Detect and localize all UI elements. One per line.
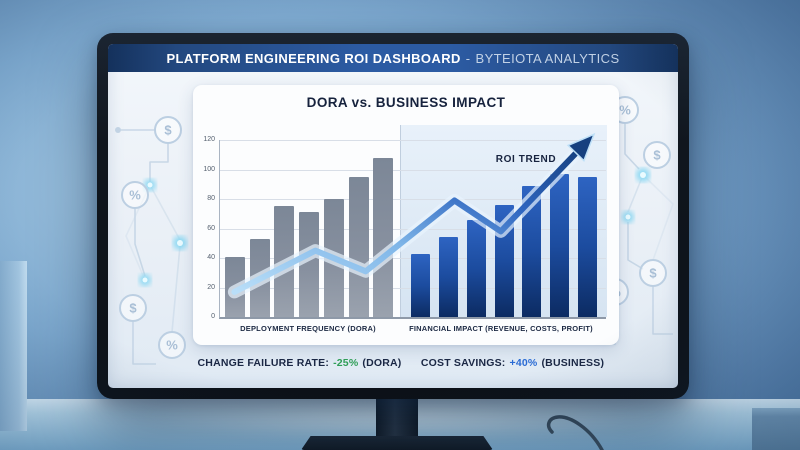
dollar-icon-glyph: $ xyxy=(653,148,661,163)
chart-card: DORA vs. BUSINESS IMPACT 0 20 40 60 80 100 120 xyxy=(193,85,619,345)
y-tick-label: 100 xyxy=(203,165,215,173)
stat-change-failure-rate: CHANGE FAILURE RATE: -25% (DORA) xyxy=(193,357,406,369)
percent-icon-glyph: % xyxy=(129,188,141,203)
connector-dot xyxy=(115,127,121,133)
dollar-icon xyxy=(639,259,667,287)
bar-financial-impact xyxy=(578,176,598,317)
monitor-stand-neck xyxy=(376,396,418,440)
y-tick-label: 20 xyxy=(207,283,215,291)
circuit-decoration-left: $ % $ % xyxy=(115,116,187,365)
background-object-left xyxy=(0,261,27,431)
dollar-icon-glyph: $ xyxy=(649,266,657,281)
bar-financial-impact xyxy=(410,253,430,317)
bar-financial-impact xyxy=(494,204,514,317)
percent-icon xyxy=(158,331,186,359)
bar-financial-impact xyxy=(466,219,486,317)
percent-icon xyxy=(121,181,149,209)
y-tick-label: 120 xyxy=(203,136,215,143)
dashboard-header: PLATFORM ENGINEERING ROI DASHBOARD - BYT… xyxy=(108,44,678,72)
x-axis-labels: DEPLOYMENT FREQUENCY (DORA) FINANCIAL IM… xyxy=(219,324,605,333)
dollar-icon xyxy=(119,294,147,322)
plot-area: 0 20 40 60 80 100 120 xyxy=(203,125,607,320)
x-axis-label-financial-impact: FINANCIAL IMPACT (REVENUE, COSTS, PROFIT… xyxy=(409,324,593,333)
stat-suffix: (BUSINESS) xyxy=(541,357,605,369)
y-tick-label: 40 xyxy=(207,254,215,261)
dollar-icon-glyph: $ xyxy=(164,123,172,138)
bar-financial-impact xyxy=(438,237,458,317)
stat-label: COST SAVINGS: xyxy=(420,357,506,369)
brand-name: BYTEIOTA ANALYTICS xyxy=(475,50,620,66)
dashboard-title: PLATFORM ENGINEERING ROI DASHBOARD xyxy=(166,50,461,66)
dollar-icon-glyph: $ xyxy=(129,301,137,316)
y-tick-label: 60 xyxy=(207,224,215,232)
monitor: $ % $ % xyxy=(97,33,689,399)
y-tick-label: 0 xyxy=(211,313,215,320)
bar-group-financial-impact xyxy=(402,140,606,317)
bar-deployment-frequency xyxy=(224,256,245,317)
stat-label: CHANGE FAILURE RATE: xyxy=(197,357,330,369)
dollar-icon xyxy=(643,141,671,169)
bar-deployment-frequency xyxy=(323,199,344,317)
stat-suffix: (DORA) xyxy=(362,357,402,369)
glow-node xyxy=(139,179,187,286)
bar-deployment-frequency xyxy=(274,206,295,317)
stat-value: -25% xyxy=(333,357,359,369)
bar-group-deployment-frequency xyxy=(220,140,398,317)
monitor-stand-base xyxy=(301,436,493,450)
cable xyxy=(546,415,604,450)
bar-deployment-frequency xyxy=(249,238,270,317)
bar-financial-impact xyxy=(522,185,542,317)
percent-icon-glyph: % xyxy=(166,338,178,353)
chart-title: DORA vs. BUSINESS IMPACT xyxy=(306,95,506,110)
bar-deployment-frequency xyxy=(299,212,319,317)
stat-value: +40% xyxy=(509,357,538,369)
y-tick-label: 80 xyxy=(207,195,215,202)
stats-row: CHANGE FAILURE RATE: -25% (DORA) COST SAVI… xyxy=(193,357,619,369)
stat-cost-savings: COST SAVINGS: +40% (BUSINESS) xyxy=(406,357,619,369)
title-separator: - xyxy=(465,50,471,66)
glow-node xyxy=(622,168,650,223)
bar-deployment-frequency xyxy=(373,157,394,317)
bar-deployment-frequency xyxy=(348,176,369,317)
roi-trend-label: ROI TREND xyxy=(495,154,557,165)
bar-financial-impact xyxy=(550,173,570,317)
percent-icon-glyph: % xyxy=(619,103,631,118)
screen: $ % $ % xyxy=(108,44,678,388)
background-object-right xyxy=(752,408,800,450)
dollar-icon xyxy=(154,116,182,144)
x-axis-label-deployment-frequency: DEPLOYMENT FREQUENCY (DORA) xyxy=(240,324,376,333)
